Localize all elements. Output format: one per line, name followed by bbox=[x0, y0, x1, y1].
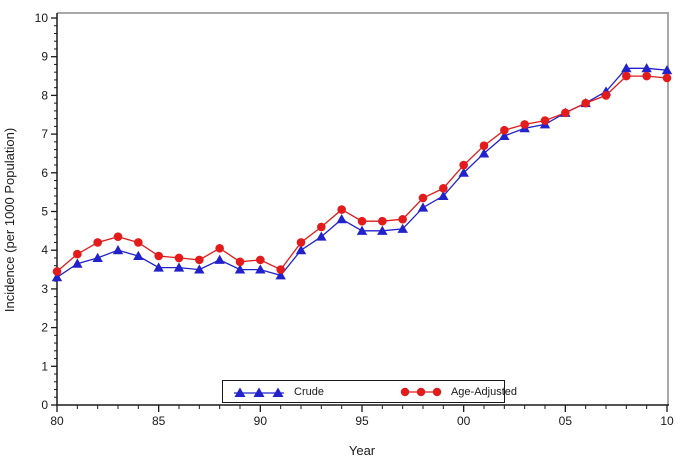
marker-circle bbox=[317, 222, 326, 232]
y-tick-label: 0 bbox=[41, 398, 48, 412]
marker-triangle bbox=[641, 63, 652, 73]
y-tick-label: 4 bbox=[41, 243, 48, 257]
marker-triangle bbox=[336, 214, 347, 224]
legend-box: Crude Age-Adjusted bbox=[222, 380, 517, 403]
marker-triangle bbox=[51, 272, 63, 282]
triangle-marker-icon bbox=[231, 385, 287, 399]
marker-triangle bbox=[661, 65, 673, 75]
series-line-age-adjusted bbox=[56, 75, 668, 272]
marker-circle bbox=[540, 116, 550, 125]
x-tick-label: 90 bbox=[254, 414, 268, 428]
marker-triangle bbox=[72, 258, 83, 268]
marker-circle bbox=[622, 71, 631, 81]
y-axis-title: Incidence (per 1000 Population) bbox=[2, 128, 17, 312]
marker-circle bbox=[113, 232, 123, 241]
x-axis-title: Year bbox=[348, 443, 376, 458]
marker-triangle bbox=[499, 130, 510, 141]
marker-circle bbox=[296, 238, 306, 247]
marker-circle bbox=[235, 257, 245, 267]
legend-label-crude: Crude bbox=[294, 385, 324, 398]
legend-label-age-adjusted: Age-Adjusted bbox=[450, 385, 518, 398]
y-tick-label: 9 bbox=[41, 50, 48, 64]
marker-circle bbox=[52, 267, 62, 276]
x-tick-label: 00 bbox=[457, 414, 471, 428]
marker-triangle bbox=[377, 225, 388, 235]
marker-triangle bbox=[133, 250, 144, 261]
y-tick-label: 5 bbox=[41, 205, 48, 219]
marker-circle bbox=[418, 193, 428, 203]
x-tick-label: 05 bbox=[559, 414, 573, 428]
marker-triangle bbox=[397, 223, 408, 233]
x-tick-label: 10 bbox=[660, 414, 674, 428]
y-tick-label: 6 bbox=[41, 166, 48, 180]
y-tick-label: 10 bbox=[35, 11, 49, 25]
marker-circle bbox=[581, 98, 590, 108]
marker-circle bbox=[601, 91, 611, 100]
y-tick-label: 8 bbox=[41, 88, 48, 102]
marker-circle bbox=[520, 120, 529, 129]
marker-triangle bbox=[438, 190, 449, 201]
marker-triangle bbox=[478, 148, 490, 158]
marker-circle bbox=[459, 160, 468, 170]
marker-triangle bbox=[295, 245, 307, 255]
marker-circle bbox=[561, 108, 570, 118]
marker-triangle bbox=[112, 245, 124, 255]
marker-circle bbox=[642, 71, 651, 81]
marker-circle bbox=[398, 214, 407, 224]
marker-circle bbox=[357, 216, 367, 226]
marker-triangle bbox=[153, 262, 164, 272]
marker-triangle bbox=[621, 63, 632, 73]
marker-circle bbox=[134, 238, 143, 247]
marker-circle bbox=[256, 255, 265, 265]
x-tick-label: 80 bbox=[50, 414, 64, 428]
marker-circle bbox=[662, 73, 672, 83]
marker-circle bbox=[439, 183, 448, 193]
y-tick-label: 1 bbox=[41, 359, 48, 373]
series-line-crude bbox=[56, 67, 668, 278]
marker-triangle bbox=[194, 264, 205, 274]
circle-marker-icon bbox=[398, 385, 444, 399]
marker-circle bbox=[174, 253, 184, 263]
marker-circle bbox=[154, 251, 163, 261]
y-tick-label: 7 bbox=[41, 127, 48, 141]
marker-circle bbox=[93, 238, 102, 247]
marker-triangle bbox=[234, 264, 246, 274]
marker-circle bbox=[215, 243, 224, 253]
marker-circle bbox=[500, 125, 509, 135]
marker-circle bbox=[276, 265, 285, 274]
y-tick-label: 3 bbox=[41, 282, 48, 296]
legend-item-crude: Crude bbox=[231, 385, 324, 399]
marker-triangle bbox=[92, 252, 103, 262]
marker-circle bbox=[195, 255, 204, 265]
marker-triangle bbox=[356, 225, 368, 235]
y-tick-label: 2 bbox=[41, 321, 48, 335]
legend-item-age-adjusted: Age-Adjusted bbox=[398, 385, 517, 399]
marker-triangle bbox=[316, 231, 327, 241]
marker-triangle bbox=[458, 167, 469, 177]
x-tick-label: 85 bbox=[152, 414, 166, 428]
marker-triangle bbox=[173, 262, 185, 272]
marker-triangle bbox=[275, 270, 286, 280]
marker-triangle bbox=[417, 202, 429, 212]
marker-circle bbox=[73, 249, 82, 259]
marker-circle bbox=[479, 141, 489, 151]
marker-triangle bbox=[255, 264, 266, 274]
marker-circle bbox=[337, 205, 346, 214]
marker-triangle bbox=[214, 254, 225, 264]
x-tick-label: 95 bbox=[355, 414, 369, 428]
marker-circle bbox=[378, 216, 387, 226]
